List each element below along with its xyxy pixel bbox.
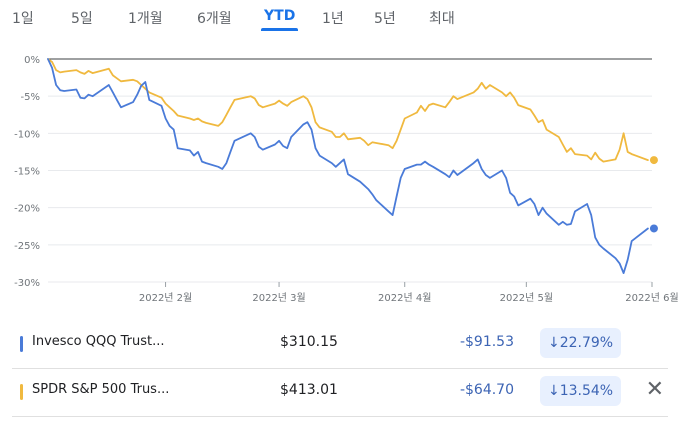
x-tick-label: 2022년 2월 (139, 292, 192, 304)
series-end-point (649, 224, 658, 233)
y-tick-label: -20% (14, 204, 40, 215)
series-color-swatch (20, 384, 23, 400)
tab-1d[interactable]: 1일 (12, 11, 34, 27)
y-tick-label: -5% (21, 92, 40, 103)
tab-1m[interactable]: 1개월 (128, 11, 163, 27)
y-tick-label: -15% (14, 167, 40, 178)
remove-comparison-close-icon[interactable]: ✕ (645, 377, 664, 402)
legend-row-qqq[interactable]: Invesco QQQ Trust... $310.15 -$91.53 ↓22… (12, 320, 668, 369)
range-tabs: 1일 5일 1개월 6개월 YTD 1년 5년 최대 (0, 0, 683, 36)
series-name: Invesco QQQ Trust... (32, 334, 165, 349)
series-price: $310.15 (280, 334, 338, 350)
comparison-chart[interactable]: 0% -5% -10% -15% -20% -25% -30% 2022년 2월 2022년 3… (0, 36, 683, 318)
series-name: SPDR S&P 500 Trus... (32, 382, 170, 397)
series-color-swatch (20, 336, 23, 352)
y-tick-label: -25% (14, 241, 40, 252)
legend-row-spy[interactable]: SPDR S&P 500 Trus... $413.01 -$64.70 ↓13… (12, 368, 668, 417)
series-price: $413.01 (280, 382, 338, 398)
x-tick-label: 2022년 5월 (500, 292, 553, 304)
x-tick-label: 2022년 3월 (252, 292, 305, 304)
series-percent-badge: ↓22.79% (540, 328, 622, 358)
y-tick-label: -10% (14, 129, 40, 140)
tab-1y[interactable]: 1년 (322, 11, 344, 27)
series-change: -$64.70 (459, 382, 514, 398)
y-tick-label: -30% (14, 278, 40, 289)
tab-5y[interactable]: 5년 (374, 11, 396, 27)
tab-5d[interactable]: 5일 (71, 11, 93, 27)
tab-max[interactable]: 최대 (429, 11, 455, 27)
y-tick-label: 0% (24, 55, 40, 66)
series-line (47, 58, 649, 275)
series-end-point (649, 156, 658, 165)
series-change: -$91.53 (459, 334, 514, 350)
x-tick-label: 2022년 6월 (625, 292, 678, 304)
tab-ytd[interactable]: YTD (261, 8, 299, 31)
x-tick-label: 2022년 4월 (378, 292, 431, 304)
series-percent-badge: ↓13.54% (540, 376, 622, 406)
active-tab-indicator (261, 28, 299, 31)
tab-6m[interactable]: 6개월 (197, 11, 232, 27)
series-line (47, 58, 649, 163)
